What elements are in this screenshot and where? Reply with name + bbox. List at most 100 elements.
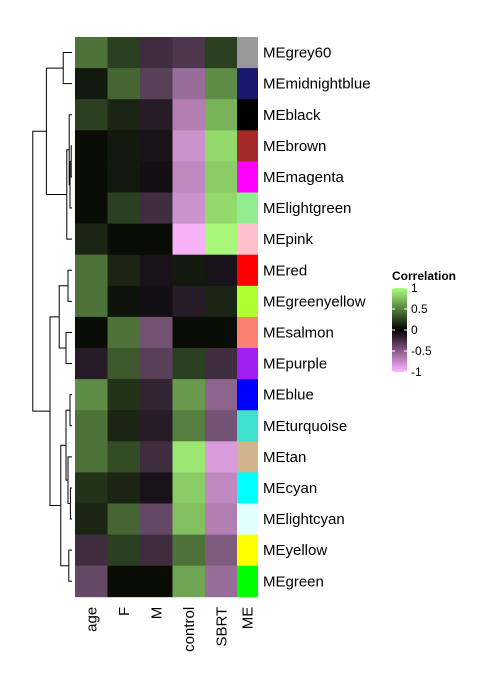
dendrogram-branch — [67, 269, 72, 302]
heatmap-cell — [172, 223, 206, 256]
heatmap-cell — [75, 565, 108, 598]
heatmap-cell — [107, 130, 141, 162]
heatmap-cell — [107, 99, 141, 131]
heatmap-cell — [172, 254, 206, 287]
annotation-swatch — [237, 68, 258, 100]
heatmap-cell — [107, 223, 141, 256]
heatmap-cell — [107, 503, 141, 535]
heatmap-cell — [107, 68, 141, 100]
heatmap-cell — [205, 68, 238, 100]
legend-title: Correlation — [392, 269, 456, 283]
heatmap-cell — [107, 37, 141, 69]
annotation-swatch — [237, 192, 258, 224]
annotation-swatch — [237, 37, 258, 69]
heatmap-cell — [107, 472, 141, 504]
legend-tick-label: -1 — [411, 365, 422, 379]
dendrogram-branch — [69, 394, 72, 427]
legend-tick-label: -0.5 — [411, 344, 432, 358]
heatmap-cell — [107, 254, 141, 287]
heatmap-cell — [107, 161, 141, 193]
heatmap-cell — [172, 348, 206, 380]
heatmap-cell — [140, 192, 173, 224]
legend-ticks: 1 0.5 0 -0.5 -1 — [392, 281, 432, 379]
row-label: MEgrey60 — [263, 45, 331, 62]
annotation-swatch — [237, 254, 258, 287]
annotation-swatch — [237, 379, 258, 411]
heatmap-cell — [172, 285, 206, 318]
heatmap-cell — [75, 534, 108, 567]
heatmap-cell — [140, 441, 173, 473]
heatmap-cell — [205, 130, 238, 162]
heatmap-cell — [205, 534, 238, 567]
heatmap-cell — [205, 285, 238, 318]
heatmap-cell — [140, 99, 173, 131]
heatmap-cell — [172, 410, 206, 442]
heatmap-cell — [75, 472, 108, 504]
heatmap-cell — [75, 37, 108, 69]
row-label: MEyellow — [263, 542, 327, 559]
row-label: MEtan — [263, 449, 306, 466]
heatmap-cell — [140, 565, 173, 598]
annotation-swatch — [237, 99, 258, 131]
column-label: age — [83, 607, 100, 632]
row-label: MEcyan — [263, 480, 317, 497]
annotation-swatch — [237, 130, 258, 162]
annotation-swatch — [237, 503, 258, 535]
annotation-swatch — [237, 472, 258, 504]
heatmap-cell — [107, 285, 141, 318]
row-label: MEmagenta — [263, 169, 345, 186]
heatmap-cell — [75, 192, 108, 224]
annotation-swatch — [237, 348, 258, 380]
dendrogram-branch — [69, 487, 72, 520]
legend-tick-label: 1 — [411, 281, 418, 295]
heatmap-cell — [172, 441, 206, 473]
row-label: MEmidnightblue — [263, 76, 371, 93]
heatmap-cell — [205, 254, 238, 287]
heatmap-cell — [140, 379, 173, 411]
annotation-swatch — [237, 316, 258, 349]
heatmap-cell — [172, 316, 206, 349]
heatmap-cell — [172, 161, 206, 193]
heatmap-cell — [205, 316, 238, 349]
heatmap-cell — [172, 99, 206, 131]
annotation-swatch — [237, 534, 258, 567]
dendrogram-branch — [32, 130, 50, 412]
heatmap-cell — [172, 192, 206, 224]
row-label: MEsalmon — [263, 324, 334, 341]
legend-tick-label: 0 — [411, 323, 418, 337]
annotation-swatch — [237, 410, 258, 442]
legend-tick-label: 0.5 — [411, 302, 428, 316]
heatmap-cell — [140, 223, 173, 256]
heatmap-cell — [75, 441, 108, 473]
row-label: MEpurple — [263, 356, 327, 373]
row-label: MElightgreen — [263, 200, 351, 217]
heatmap-cell — [140, 285, 173, 318]
annotation-swatch — [237, 565, 258, 598]
heatmap-cell — [140, 130, 173, 162]
heatmap-cell — [75, 410, 108, 442]
dendrogram-branch — [62, 52, 72, 85]
heatmap-cell — [172, 379, 206, 411]
column-label: F — [116, 607, 133, 616]
column-label: SBRT — [213, 607, 230, 647]
annotation-swatch — [237, 285, 258, 318]
row-label: MEpink — [263, 231, 314, 248]
dendrogram-branch — [45, 67, 67, 195]
row-label: MEturquoise — [263, 418, 347, 435]
row-label: MEbrown — [263, 138, 326, 155]
heatmap-cell — [107, 565, 141, 598]
heatmap-cell — [75, 379, 108, 411]
heatmap-cell — [172, 534, 206, 567]
heatmap-cell — [75, 348, 108, 380]
heatmap-cell — [205, 99, 238, 131]
dendrogram-branch — [65, 331, 72, 365]
heatmap-cell — [140, 503, 173, 535]
heatmap-cell — [205, 472, 238, 504]
heatmap-cell — [205, 348, 238, 380]
heatmap-cell — [140, 68, 173, 100]
heatmap-cell — [75, 99, 108, 131]
heatmap-cell — [107, 379, 141, 411]
heatmap-cell — [205, 37, 238, 69]
heatmap-cell — [107, 316, 141, 349]
